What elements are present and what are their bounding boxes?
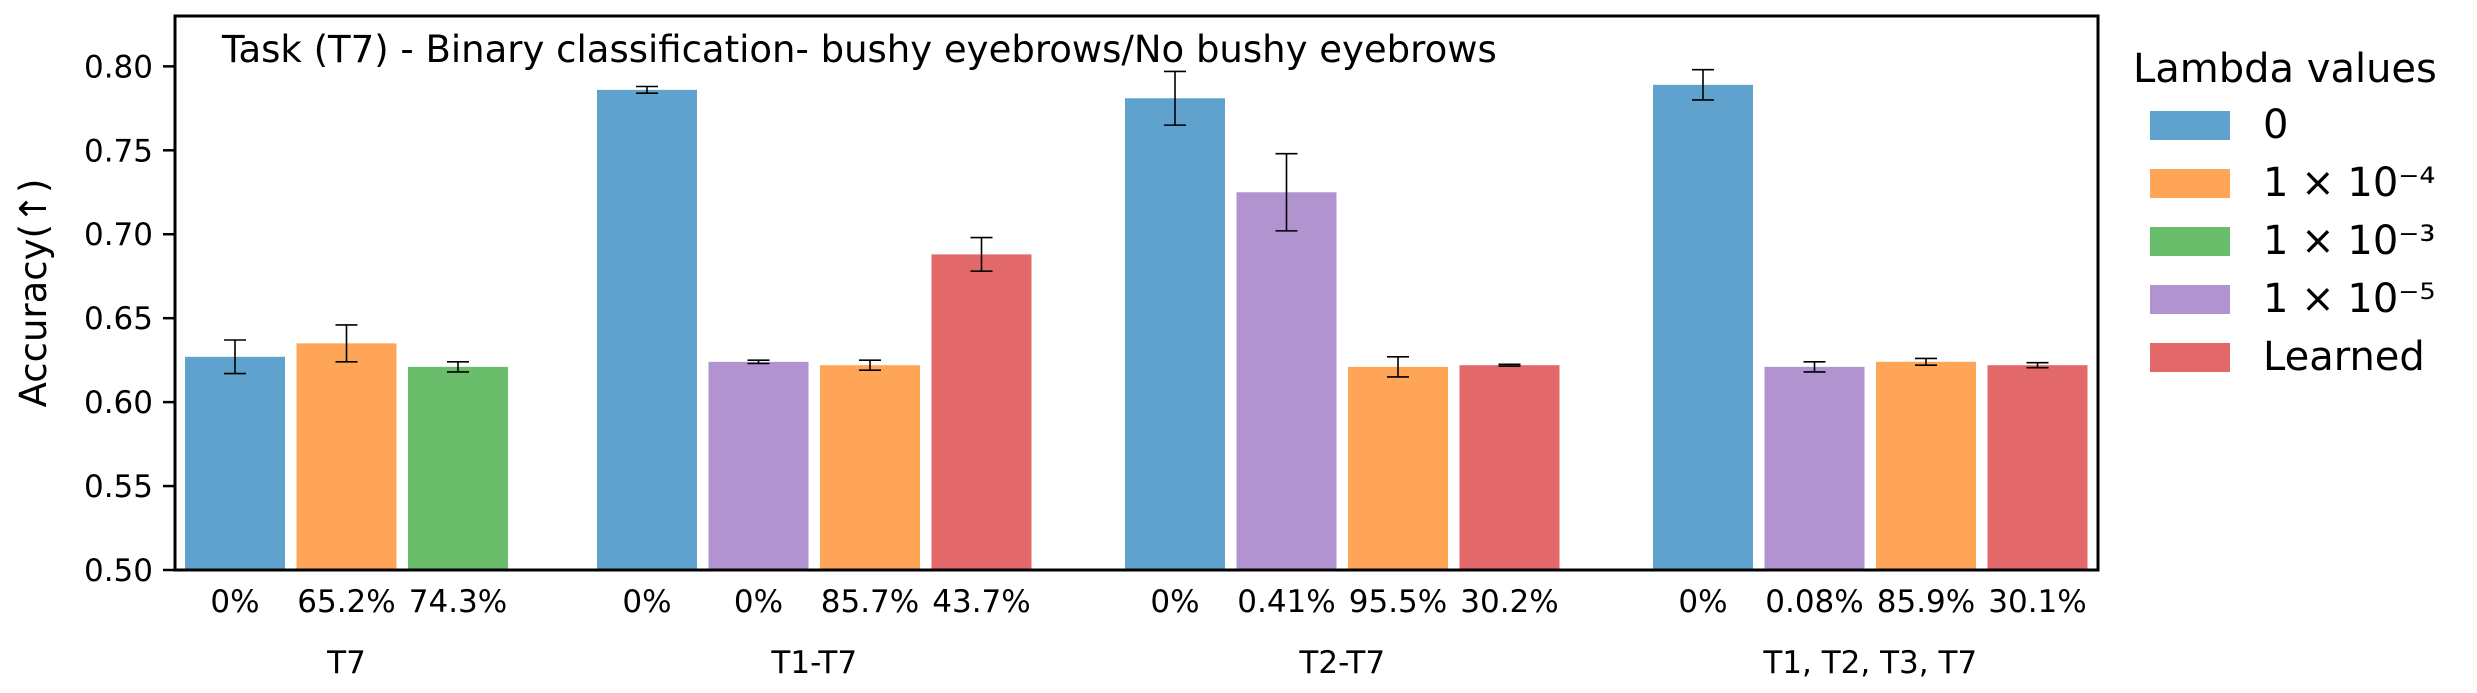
bar [931,254,1032,570]
legend-swatch [2150,169,2230,198]
bar [597,89,697,570]
error-bars-layer [224,68,2049,378]
legend-swatch [2150,227,2230,256]
y-tick-label: 0.50 [84,553,153,589]
bar [1348,366,1448,570]
bar [708,361,809,570]
bar-percent-label: 65.2% [297,584,395,620]
bar-percent-label: 85.9% [1877,584,1975,620]
legend-label: 1 × 10⁻³ [2263,218,2435,264]
bar [1876,361,1976,570]
legend-label: 0 [2263,102,2288,148]
bar-percent-label: 0% [1150,584,1199,620]
x-axis: 0% 65.2% 74.3% T7 0% 0% 85.7% 43.7% T1-T7 0% 0.41%… [210,584,2086,681]
legend-label: Learned [2263,334,2425,380]
bar [296,343,397,570]
bar [1236,192,1337,571]
legend: Lambda values 0 1 × 10⁻⁴ 1 × 10⁻³ 1 × 10⁻⁵ L… [2133,46,2437,380]
group-label: T1-T7 [770,645,857,681]
bars-layer [185,84,2088,571]
bar-percent-label: 30.1% [1988,584,2086,620]
y-tick-label: 0.60 [84,385,153,421]
y-tick-label: 0.70 [84,217,153,253]
bar [185,356,285,570]
bar [1764,366,1865,570]
legend-label: 1 × 10⁻⁴ [2263,160,2435,206]
bar [1987,365,2088,570]
bar-percent-label: 30.2% [1460,584,1558,620]
group-label: T1, T2, T3, T7 [1762,645,1977,681]
y-tick-label: 0.75 [84,133,153,169]
bar-percent-label: 0% [1678,584,1727,620]
legend-swatch [2150,343,2230,372]
group-label: T2-T7 [1298,645,1385,681]
legend-swatch [2150,111,2230,140]
legend-title: Lambda values [2133,46,2437,92]
bar-percent-label: 74.3% [409,584,507,620]
bar-percent-label: 85.7% [821,584,919,620]
chart-title: Task (T7) - Binary classification- bushy… [221,28,1497,71]
bar-percent-label: 0.41% [1237,584,1335,620]
y-axis: 0.50 0.55 0.60 0.65 0.70 0.75 0.80 [84,49,175,589]
group-label: T7 [326,645,366,681]
bar [1125,98,1225,570]
bar [820,365,920,570]
y-tick-label: 0.80 [84,49,153,85]
plot-frame [173,14,2100,572]
bar-percent-label: 0% [210,584,259,620]
y-tick-label: 0.55 [84,469,153,505]
bar [1653,84,1753,571]
bar-percent-label: 0% [734,584,783,620]
bar-percent-label: 43.7% [932,584,1030,620]
y-axis-label: Accuracy(↑) [12,179,55,408]
legend-swatch [2150,285,2230,314]
bar [1459,365,1560,570]
bar-percent-label: 0.08% [1765,584,1863,620]
bar-percent-label: 95.5% [1349,584,1447,620]
legend-label: 1 × 10⁻⁵ [2263,276,2435,322]
bar-percent-label: 0% [622,584,671,620]
y-tick-label: 0.65 [84,301,153,337]
bar [408,366,508,570]
